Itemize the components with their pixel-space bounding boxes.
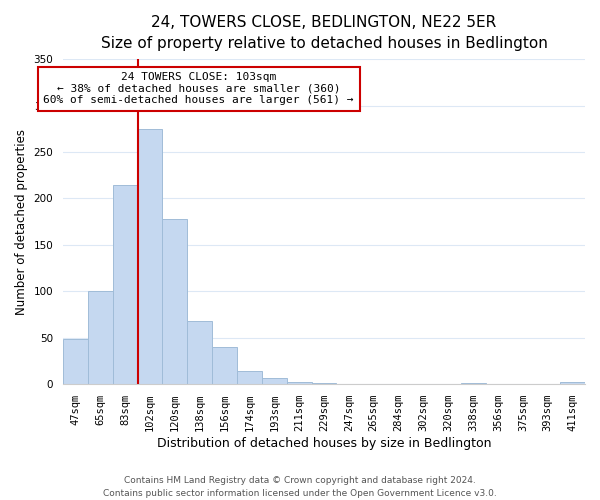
Bar bbox=[212, 347, 237, 384]
X-axis label: Distribution of detached houses by size in Bedlington: Distribution of detached houses by size … bbox=[157, 437, 491, 450]
Text: 24 TOWERS CLOSE: 103sqm
← 38% of detached houses are smaller (360)
60% of semi-d: 24 TOWERS CLOSE: 103sqm ← 38% of detache… bbox=[43, 72, 354, 106]
Bar bbox=[63, 338, 88, 384]
Bar bbox=[287, 382, 311, 384]
Bar bbox=[237, 371, 262, 384]
Bar bbox=[163, 219, 187, 384]
Bar bbox=[137, 129, 163, 384]
Bar bbox=[88, 292, 113, 384]
Text: Contains HM Land Registry data © Crown copyright and database right 2024.
Contai: Contains HM Land Registry data © Crown c… bbox=[103, 476, 497, 498]
Bar bbox=[262, 378, 287, 384]
Y-axis label: Number of detached properties: Number of detached properties bbox=[15, 128, 28, 314]
Bar bbox=[560, 382, 585, 384]
Title: 24, TOWERS CLOSE, BEDLINGTON, NE22 5ER
Size of property relative to detached hou: 24, TOWERS CLOSE, BEDLINGTON, NE22 5ER S… bbox=[101, 15, 547, 51]
Bar bbox=[113, 184, 137, 384]
Bar bbox=[187, 321, 212, 384]
